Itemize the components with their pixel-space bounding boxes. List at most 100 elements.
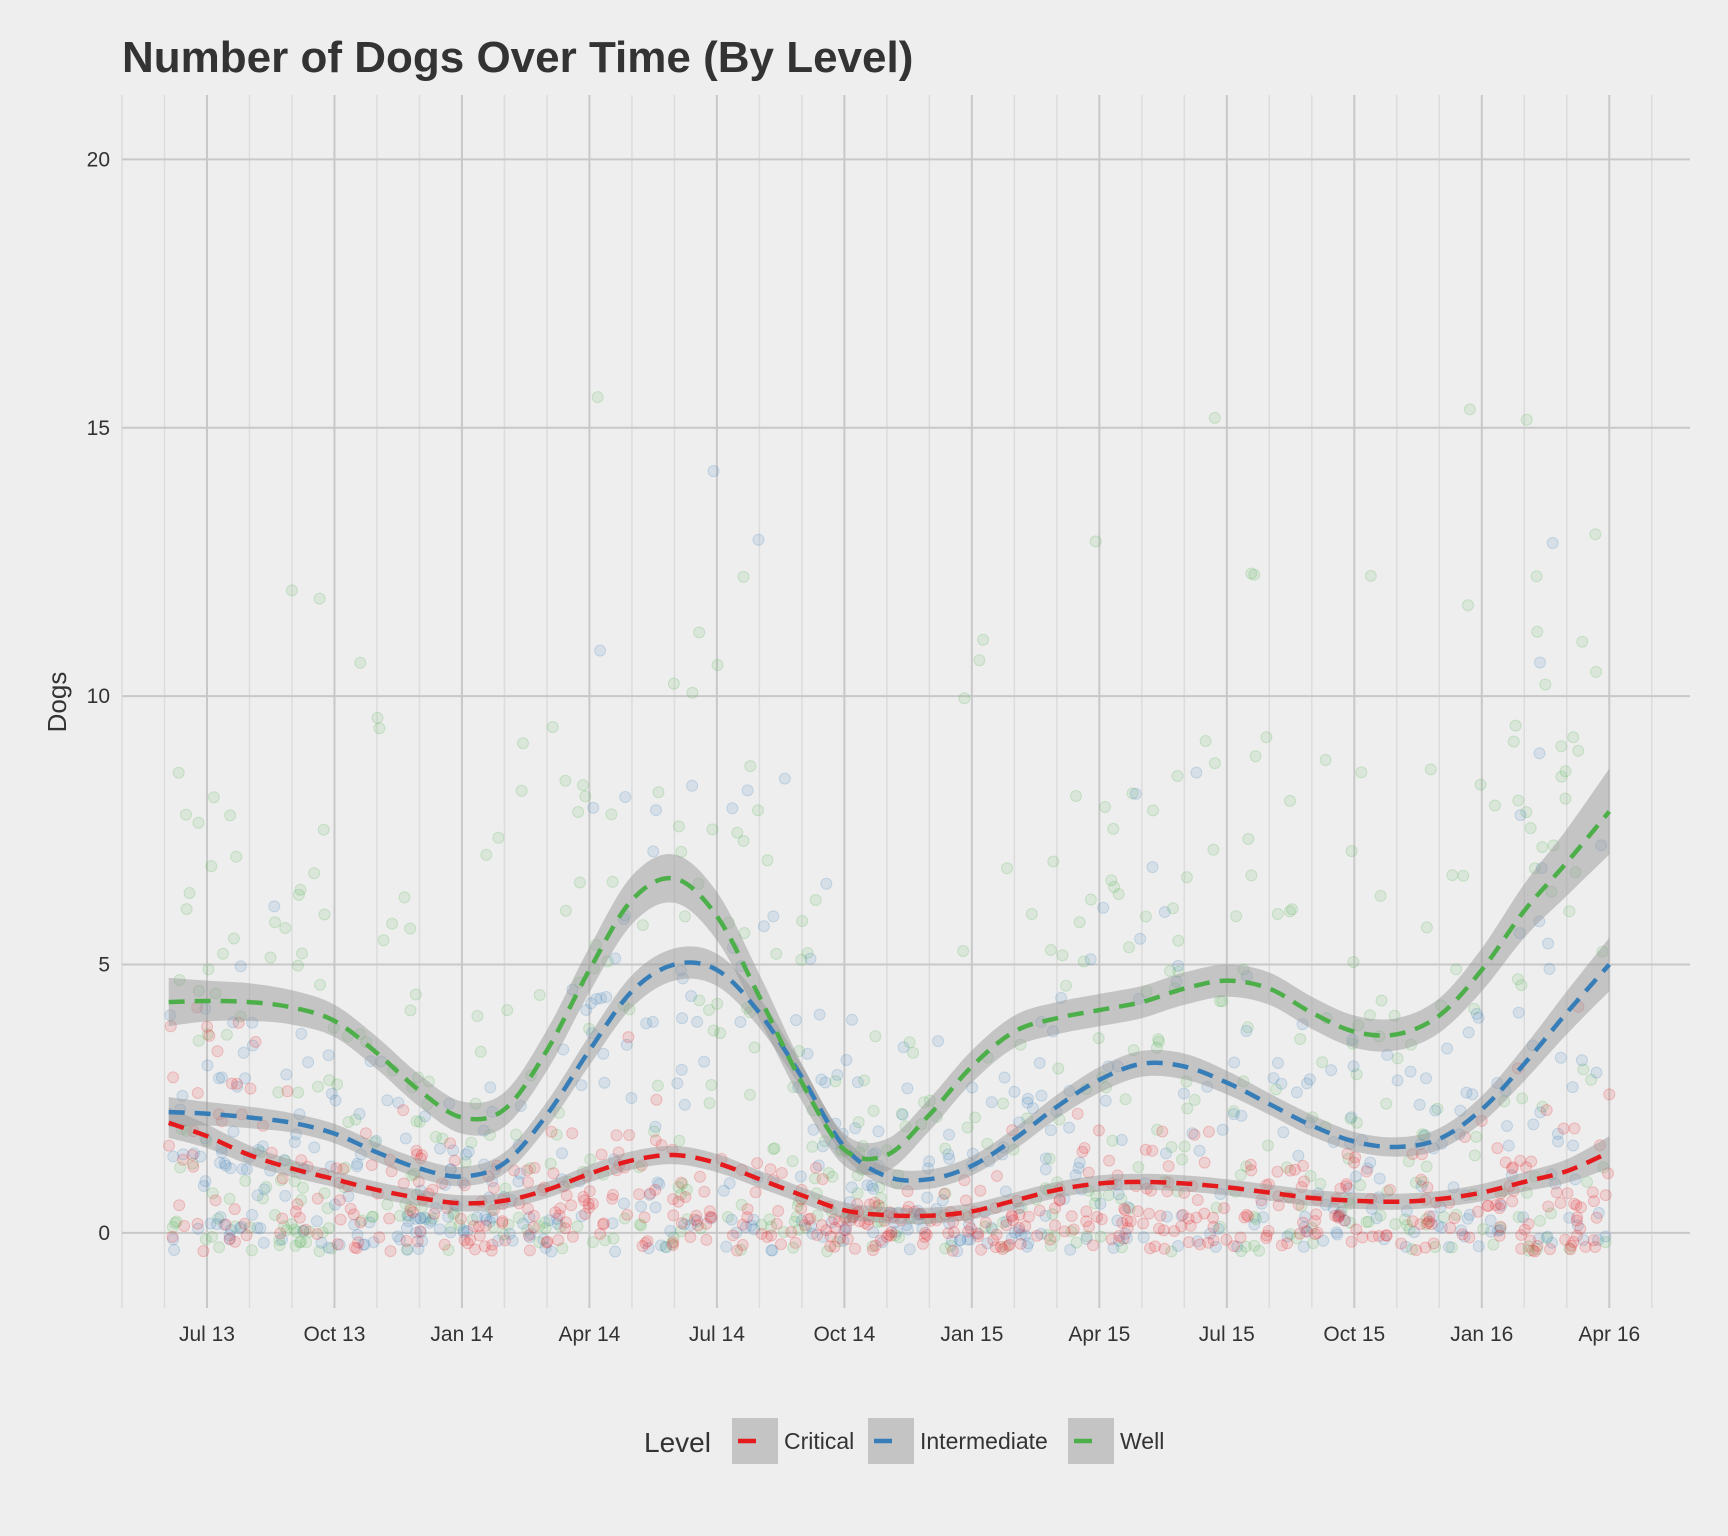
scatter-point	[725, 1213, 738, 1226]
scatter-point	[1177, 1087, 1190, 1100]
scatter-point	[1575, 1054, 1588, 1067]
scatter-point	[932, 1035, 945, 1048]
scatter-point	[1456, 1228, 1469, 1241]
scatter-point	[621, 1208, 634, 1221]
scatter-point	[1242, 1210, 1254, 1223]
scatter-point	[400, 1235, 413, 1247]
scatter-point	[806, 1227, 819, 1240]
scatter-point	[815, 1219, 828, 1232]
scatter-point	[297, 1224, 310, 1237]
scatter-point	[480, 1213, 493, 1226]
scatter-point	[357, 1238, 370, 1251]
scatter-point	[170, 1215, 183, 1228]
scatter-point	[1370, 1212, 1383, 1225]
scatter-point	[311, 1192, 324, 1205]
scatter-point	[678, 1098, 691, 1111]
scatter-point	[635, 1200, 647, 1213]
scatter-point	[852, 1116, 865, 1129]
scatter-point	[1499, 1156, 1512, 1169]
scatter-point	[257, 1236, 270, 1249]
scatter-point	[845, 1181, 858, 1194]
scatter-point	[597, 1218, 610, 1231]
scatter-point	[1330, 1226, 1343, 1239]
scatter-point	[711, 659, 724, 671]
scatter-point	[377, 934, 390, 947]
scatter-point	[227, 932, 240, 945]
scatter-point	[413, 1115, 426, 1128]
scatter-point	[236, 1163, 249, 1176]
scatter-point	[1354, 1179, 1367, 1192]
scatter-point	[970, 1227, 983, 1240]
scatter-point	[874, 1192, 887, 1205]
scatter-point	[1134, 932, 1147, 945]
scatter-point	[1078, 1142, 1091, 1154]
scatter-point	[1299, 1210, 1312, 1223]
scatter-point	[524, 1162, 537, 1175]
trend-line	[168, 960, 1611, 1183]
scatter-point	[1175, 1220, 1188, 1233]
scatter-point	[649, 1183, 662, 1196]
scatter-point	[274, 1174, 287, 1187]
scatter-point	[607, 1188, 619, 1201]
scatter-point	[837, 1234, 850, 1247]
scatter-point	[1241, 1021, 1254, 1034]
scatter-point	[700, 1217, 713, 1230]
scatter-point	[206, 1187, 219, 1200]
scatter-point	[600, 991, 613, 1003]
scatter-point	[1294, 1033, 1307, 1045]
scatter-point	[1577, 1063, 1590, 1076]
scatter-point	[1214, 1220, 1227, 1233]
scatter-point	[809, 894, 822, 906]
scatter-point	[944, 1239, 957, 1252]
scatter-point	[480, 848, 493, 861]
scatter-point	[485, 1244, 498, 1257]
scatter-point	[1339, 1214, 1352, 1227]
scatter-point	[640, 1017, 653, 1030]
scatter-point	[594, 1227, 607, 1240]
scatter-point	[331, 1238, 344, 1251]
scatter-point	[813, 1008, 826, 1021]
scatter-point	[1404, 1065, 1417, 1078]
scatter-point	[921, 1191, 934, 1204]
scatter-point	[1242, 833, 1255, 845]
y-tick-label: 15	[87, 417, 110, 440]
scatter-point	[1048, 1230, 1061, 1243]
scatter-point	[1234, 1168, 1247, 1181]
scatter-point	[401, 1243, 414, 1256]
scatter-point	[1441, 1042, 1454, 1055]
scatter-point	[414, 1225, 427, 1238]
scatter-point	[761, 1231, 774, 1243]
y-axis-title: Dogs	[42, 672, 72, 733]
scatter-point	[510, 1128, 523, 1141]
scatter-point	[1041, 1228, 1054, 1241]
scatter-point	[1007, 1214, 1020, 1227]
scatter-point	[831, 1235, 844, 1248]
scatter-point	[582, 1197, 595, 1210]
scatter-point	[1564, 1243, 1577, 1256]
scatter-point	[919, 1226, 932, 1239]
scatter-point	[1115, 1241, 1128, 1254]
x-tick-label: Jul 14	[689, 1323, 745, 1346]
scatter-point	[214, 1211, 227, 1223]
scatter-point	[1570, 1214, 1583, 1227]
scatter-point	[1176, 1208, 1189, 1221]
scatter-point	[840, 1054, 853, 1066]
scatter-point	[1347, 956, 1360, 968]
scatter-point	[1567, 1236, 1580, 1248]
scatter-point	[1344, 1112, 1357, 1125]
scatter-point	[543, 1214, 556, 1227]
scatter-point	[1008, 1085, 1021, 1098]
scatter-point	[987, 1234, 1000, 1247]
scatter-point	[1566, 1081, 1579, 1094]
scatter-point	[1426, 1210, 1439, 1223]
scatter-point	[503, 1227, 516, 1240]
scatter-point	[1103, 1154, 1116, 1167]
scatter-point	[1338, 1214, 1351, 1227]
y-tick-label: 0	[98, 1222, 110, 1245]
scatter-point	[1491, 1142, 1504, 1155]
scatter-point	[1005, 1232, 1018, 1245]
scatter-point	[191, 1087, 204, 1099]
scatter-point	[1567, 1139, 1580, 1152]
scatter-point	[457, 1224, 470, 1237]
scatter-point	[1314, 1177, 1327, 1190]
